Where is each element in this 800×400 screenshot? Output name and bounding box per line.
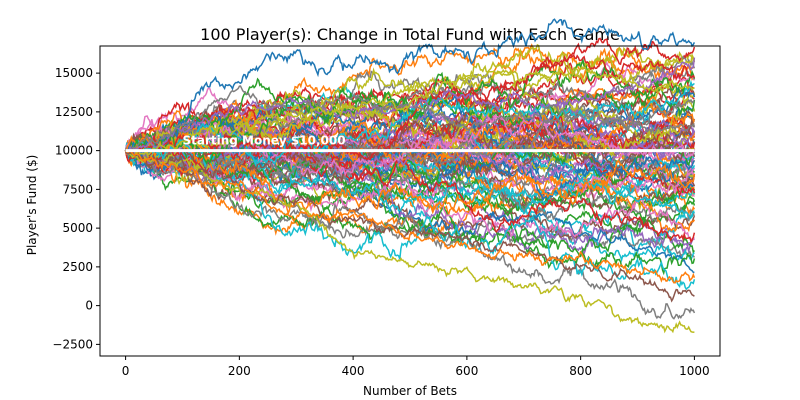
series-line [125,127,696,185]
x-tick-label: 800 [569,364,592,378]
series-line [125,52,696,153]
series-line [125,57,696,152]
series-line [124,139,696,320]
y-tick-label: 2500 [62,260,93,274]
x-tick-label: 600 [455,364,478,378]
x-tick-label: 0 [122,364,130,378]
series-line [124,139,696,291]
y-tick-label: 15000 [55,66,93,80]
chart-title: 100 Player(s): Change in Total Fund with… [200,25,620,44]
plot-frame [99,45,721,357]
x-tick-label: 400 [342,364,365,378]
series-line [124,98,696,176]
x-axis-label: Number of Bets [363,384,457,398]
series-line [125,149,696,284]
y-tick-label: 0 [85,299,93,313]
series-line [125,18,696,156]
series-layer [124,18,696,334]
y-tick-label: 10000 [55,144,93,158]
series-line [124,148,695,303]
series-line [124,79,695,165]
y-tick-label: 12500 [55,105,93,119]
y-tick-label: 7500 [62,182,93,196]
y-axis-label: Player's Fund ($) [25,155,39,256]
axes-layer: 0 200 400 600 800 1000 −2500 0 2500 5000 7500 10000… [52,45,721,378]
y-tick-label: 5000 [62,221,93,235]
series-line [124,98,695,183]
x-tick-label: 200 [228,364,251,378]
reference-layer: Starting Money $10,000 [125,133,695,153]
x-tick-label: 1000 [679,364,710,378]
series-line [124,65,695,157]
series-line [124,54,696,164]
y-tick-label: −2500 [52,337,93,351]
starting-money-annotation: Starting Money $10,000 [182,133,345,147]
series-line [125,131,696,216]
